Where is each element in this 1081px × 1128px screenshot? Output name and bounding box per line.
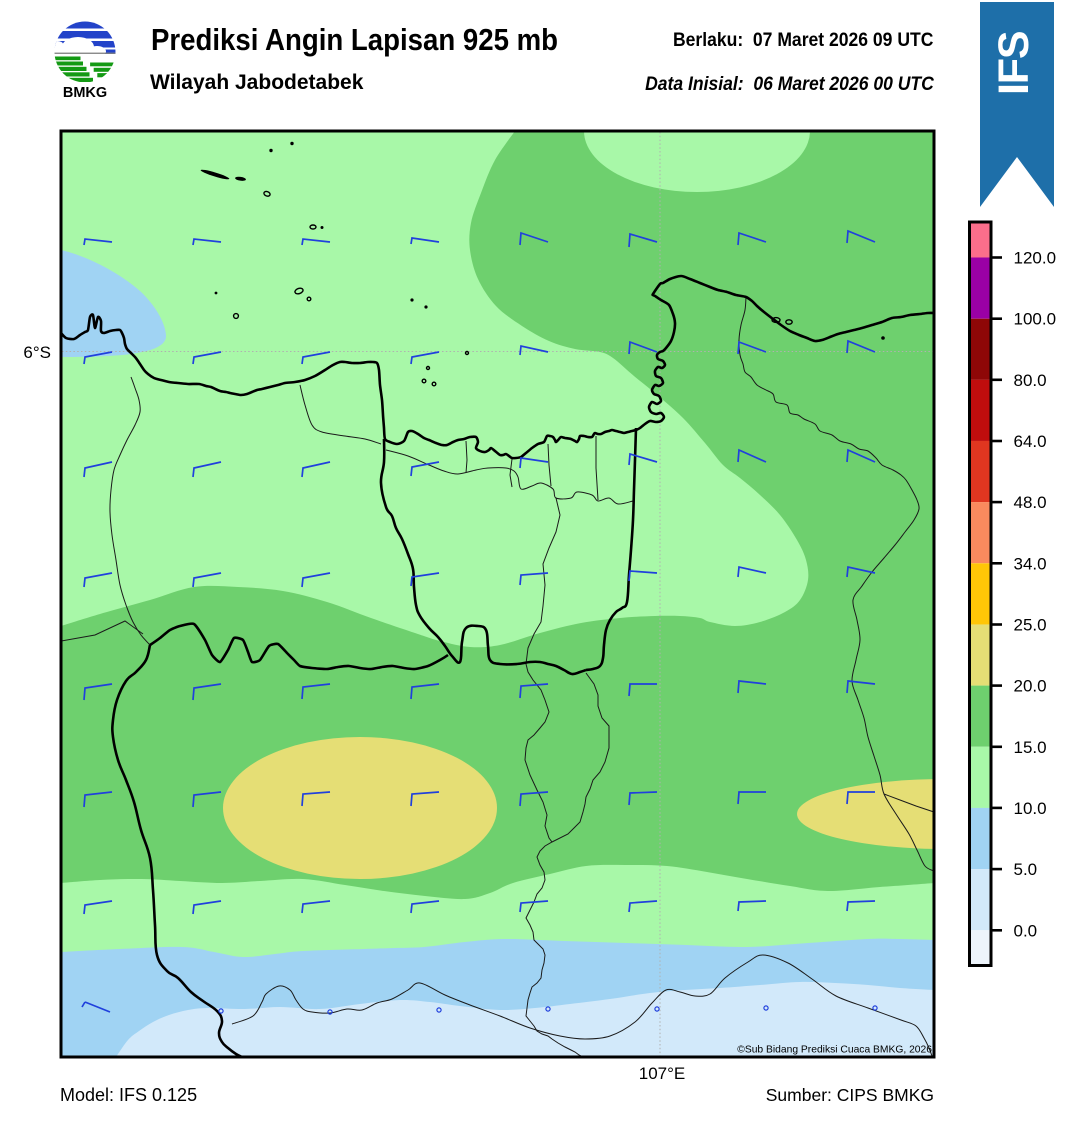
svg-text:100.0: 100.0 [1014,310,1057,329]
svg-text:10.0: 10.0 [1014,799,1047,818]
svg-text:64.0: 64.0 [1014,432,1047,451]
svg-text:20.0: 20.0 [1014,677,1047,696]
svg-text:©Sub Bidang Prediksi Cuaca BMK: ©Sub Bidang Prediksi Cuaca BMKG, 2026 [737,1045,932,1056]
svg-text:48.0: 48.0 [1014,493,1047,512]
svg-text:15.0: 15.0 [1014,738,1047,757]
svg-text:5.0: 5.0 [1014,860,1038,879]
svg-text:120.0: 120.0 [1014,249,1057,268]
svg-text:25.0: 25.0 [1014,616,1047,635]
svg-text:80.0: 80.0 [1014,371,1047,390]
svg-text:0.0: 0.0 [1014,921,1038,940]
svg-text:IFS: IFS [990,32,1038,95]
svg-text:BMKG: BMKG [63,85,107,101]
svg-text:34.0: 34.0 [1014,554,1047,573]
